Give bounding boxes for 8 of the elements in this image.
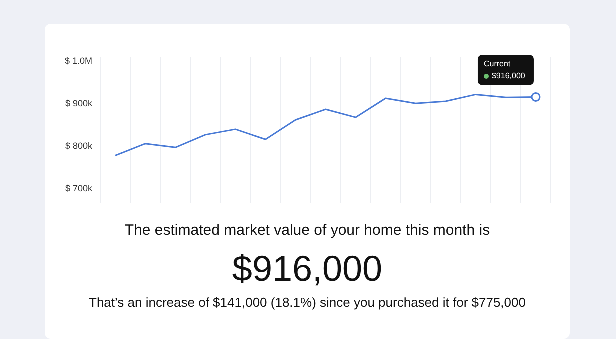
y-tick-label: $ 1.0M [65,56,93,66]
y-tick-label: $ 900k [65,98,94,108]
text: That’s an increase of $141,000 (18.1%) since you purchased it for $775,000 [88,295,527,310]
annotation: Current $916,000 [484,59,526,80]
y-tick-label: $ 800k [65,140,94,151]
y-tick-label: $ 700k [65,183,94,194]
text: $916,000 [231,248,384,290]
text: The estimated market value of your home this month is [124,222,492,239]
